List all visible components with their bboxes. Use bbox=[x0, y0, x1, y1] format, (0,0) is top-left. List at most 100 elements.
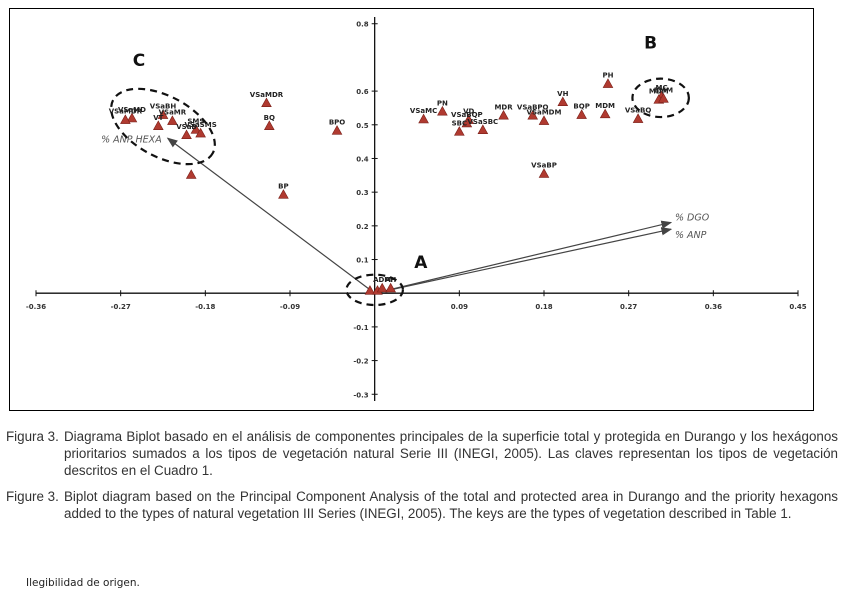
data-point-marker bbox=[576, 109, 587, 119]
data-point-marker bbox=[385, 282, 396, 293]
data-point-label: AH bbox=[385, 276, 396, 284]
data-point-label: BPO bbox=[329, 119, 345, 127]
data-point-marker bbox=[331, 125, 343, 135]
caption-spanish: Figura 3. Diagrama Biplot basado en el a… bbox=[6, 428, 838, 479]
loading-vector-label: % ANP HEXA bbox=[101, 134, 162, 145]
data-point-marker bbox=[376, 282, 388, 293]
data-point-label: VSaMDR bbox=[250, 91, 284, 99]
caption-spanish-text: Diagrama Biplot basado en el análisis de… bbox=[64, 429, 838, 478]
data-point-marker bbox=[454, 126, 465, 136]
data-point-marker bbox=[364, 285, 376, 295]
loading-vector-label: % DGO bbox=[675, 212, 710, 223]
data-point-label: VSaSMS bbox=[185, 121, 217, 129]
data-point-label: VSaBH bbox=[150, 103, 177, 111]
y-tick-label: -0.1 bbox=[353, 324, 368, 332]
x-tick-label: 0.09 bbox=[451, 303, 468, 311]
cluster-ellipse bbox=[110, 87, 216, 166]
data-point-label: BMM bbox=[654, 87, 673, 95]
data-point-marker bbox=[658, 93, 669, 103]
data-point-marker bbox=[152, 120, 164, 130]
source-note: Ilegibilidad de origen. bbox=[26, 577, 140, 589]
data-point-marker bbox=[557, 96, 569, 107]
data-point-marker bbox=[157, 109, 169, 119]
data-point-label: VT bbox=[153, 114, 163, 122]
data-point-label: VSaBQP bbox=[451, 111, 483, 119]
loading-vector bbox=[374, 220, 673, 294]
data-point-marker bbox=[195, 127, 206, 138]
y-tick-label: 0.1 bbox=[356, 257, 369, 265]
cluster-label: C bbox=[133, 51, 145, 71]
cluster-ellipse bbox=[631, 77, 690, 119]
data-point-label: VSaB bbox=[176, 123, 197, 131]
y-tick-label: 0.4 bbox=[356, 155, 369, 163]
y-tick-label: 0.3 bbox=[356, 189, 369, 197]
data-point-label: VSaMR bbox=[159, 109, 187, 117]
y-tick-label: 0.5 bbox=[356, 122, 369, 130]
data-point-marker bbox=[126, 112, 138, 123]
x-tick-label: 0.18 bbox=[535, 303, 552, 311]
x-tick-label: 0.36 bbox=[705, 303, 722, 311]
loading-vector bbox=[374, 227, 673, 294]
data-point-label: SBC bbox=[452, 120, 468, 128]
data-point-label: SMS bbox=[187, 118, 204, 126]
x-tick-label: 0.27 bbox=[620, 303, 637, 311]
data-point-label: MC bbox=[656, 84, 668, 92]
x-tick-label: 0.45 bbox=[789, 303, 806, 311]
data-point-marker bbox=[538, 168, 550, 178]
data-point-marker bbox=[599, 108, 611, 119]
caption-english-text: Biplot diagram based on the Principal Co… bbox=[64, 489, 838, 521]
data-point-label: VSaMC bbox=[410, 107, 437, 115]
caption-spanish-label: Figura 3. bbox=[6, 429, 59, 444]
cluster-label: A bbox=[414, 253, 428, 273]
data-point-marker bbox=[538, 115, 550, 125]
caption-english: Figure 3. Biplot diagram based on the Pr… bbox=[6, 488, 838, 522]
data-point-marker bbox=[437, 105, 448, 116]
data-point-marker bbox=[167, 115, 178, 125]
cluster-ellipse bbox=[345, 273, 404, 307]
cluster-label: B bbox=[644, 34, 657, 54]
data-point-marker bbox=[278, 189, 289, 199]
data-point-label: BQ bbox=[264, 114, 275, 122]
data-point-label: PH bbox=[602, 72, 613, 80]
data-point-label: VSaMD bbox=[118, 106, 146, 114]
data-point-marker bbox=[190, 124, 202, 134]
caption-english-label: Figure 3. bbox=[6, 489, 59, 504]
data-point-marker bbox=[477, 124, 489, 134]
data-point-label: VD bbox=[463, 108, 474, 116]
data-point-label: BQP bbox=[573, 103, 589, 111]
data-point-label: VSaBP bbox=[531, 162, 557, 170]
data-point-marker bbox=[261, 97, 272, 108]
y-tick-label: 0.6 bbox=[356, 88, 369, 96]
data-point-marker bbox=[181, 129, 192, 140]
data-point-marker bbox=[602, 78, 614, 88]
data-point-label: BP bbox=[278, 183, 288, 191]
x-tick-label: -0.09 bbox=[280, 303, 300, 311]
data-point-label: VSaMDR bbox=[109, 108, 143, 116]
data-point-label: MDM bbox=[595, 102, 615, 110]
data-point-marker bbox=[461, 117, 473, 128]
biplot-frame: -0.36 -0.27 -0.18 -0.09 0.09 0.18 0.27 0.36 0.45… bbox=[9, 8, 814, 411]
data-point-label: VSaMDM bbox=[527, 109, 562, 117]
data-point-label: PN bbox=[437, 99, 448, 107]
y-tick-label: 0.2 bbox=[356, 223, 369, 231]
loading-vector bbox=[166, 137, 376, 294]
y-tick-label: -0.3 bbox=[353, 391, 368, 399]
data-point-label: VH bbox=[557, 90, 568, 98]
x-tick-label: -0.36 bbox=[26, 303, 46, 311]
data-point-label: MDR bbox=[494, 103, 513, 111]
data-point-label: ADM bbox=[373, 276, 391, 284]
data-point-marker bbox=[185, 169, 197, 179]
data-point-marker bbox=[527, 109, 539, 120]
data-point-label: VSaBPO bbox=[517, 103, 549, 111]
loading-vector-label: % ANP bbox=[675, 230, 707, 241]
data-point-marker bbox=[120, 114, 131, 124]
y-tick-label: -0.2 bbox=[353, 358, 368, 366]
data-point-marker bbox=[632, 113, 644, 123]
x-tick-label: -0.18 bbox=[195, 303, 215, 311]
x-tick-label: -0.27 bbox=[111, 303, 131, 311]
data-point-marker bbox=[418, 113, 429, 124]
data-point-marker bbox=[263, 120, 275, 130]
biplot-chart: -0.36 -0.27 -0.18 -0.09 0.09 0.18 0.27 0.36 0.45… bbox=[26, 17, 807, 401]
y-tick-label: 0.8 bbox=[356, 21, 369, 29]
data-point-label: VSaSBC bbox=[468, 118, 499, 126]
